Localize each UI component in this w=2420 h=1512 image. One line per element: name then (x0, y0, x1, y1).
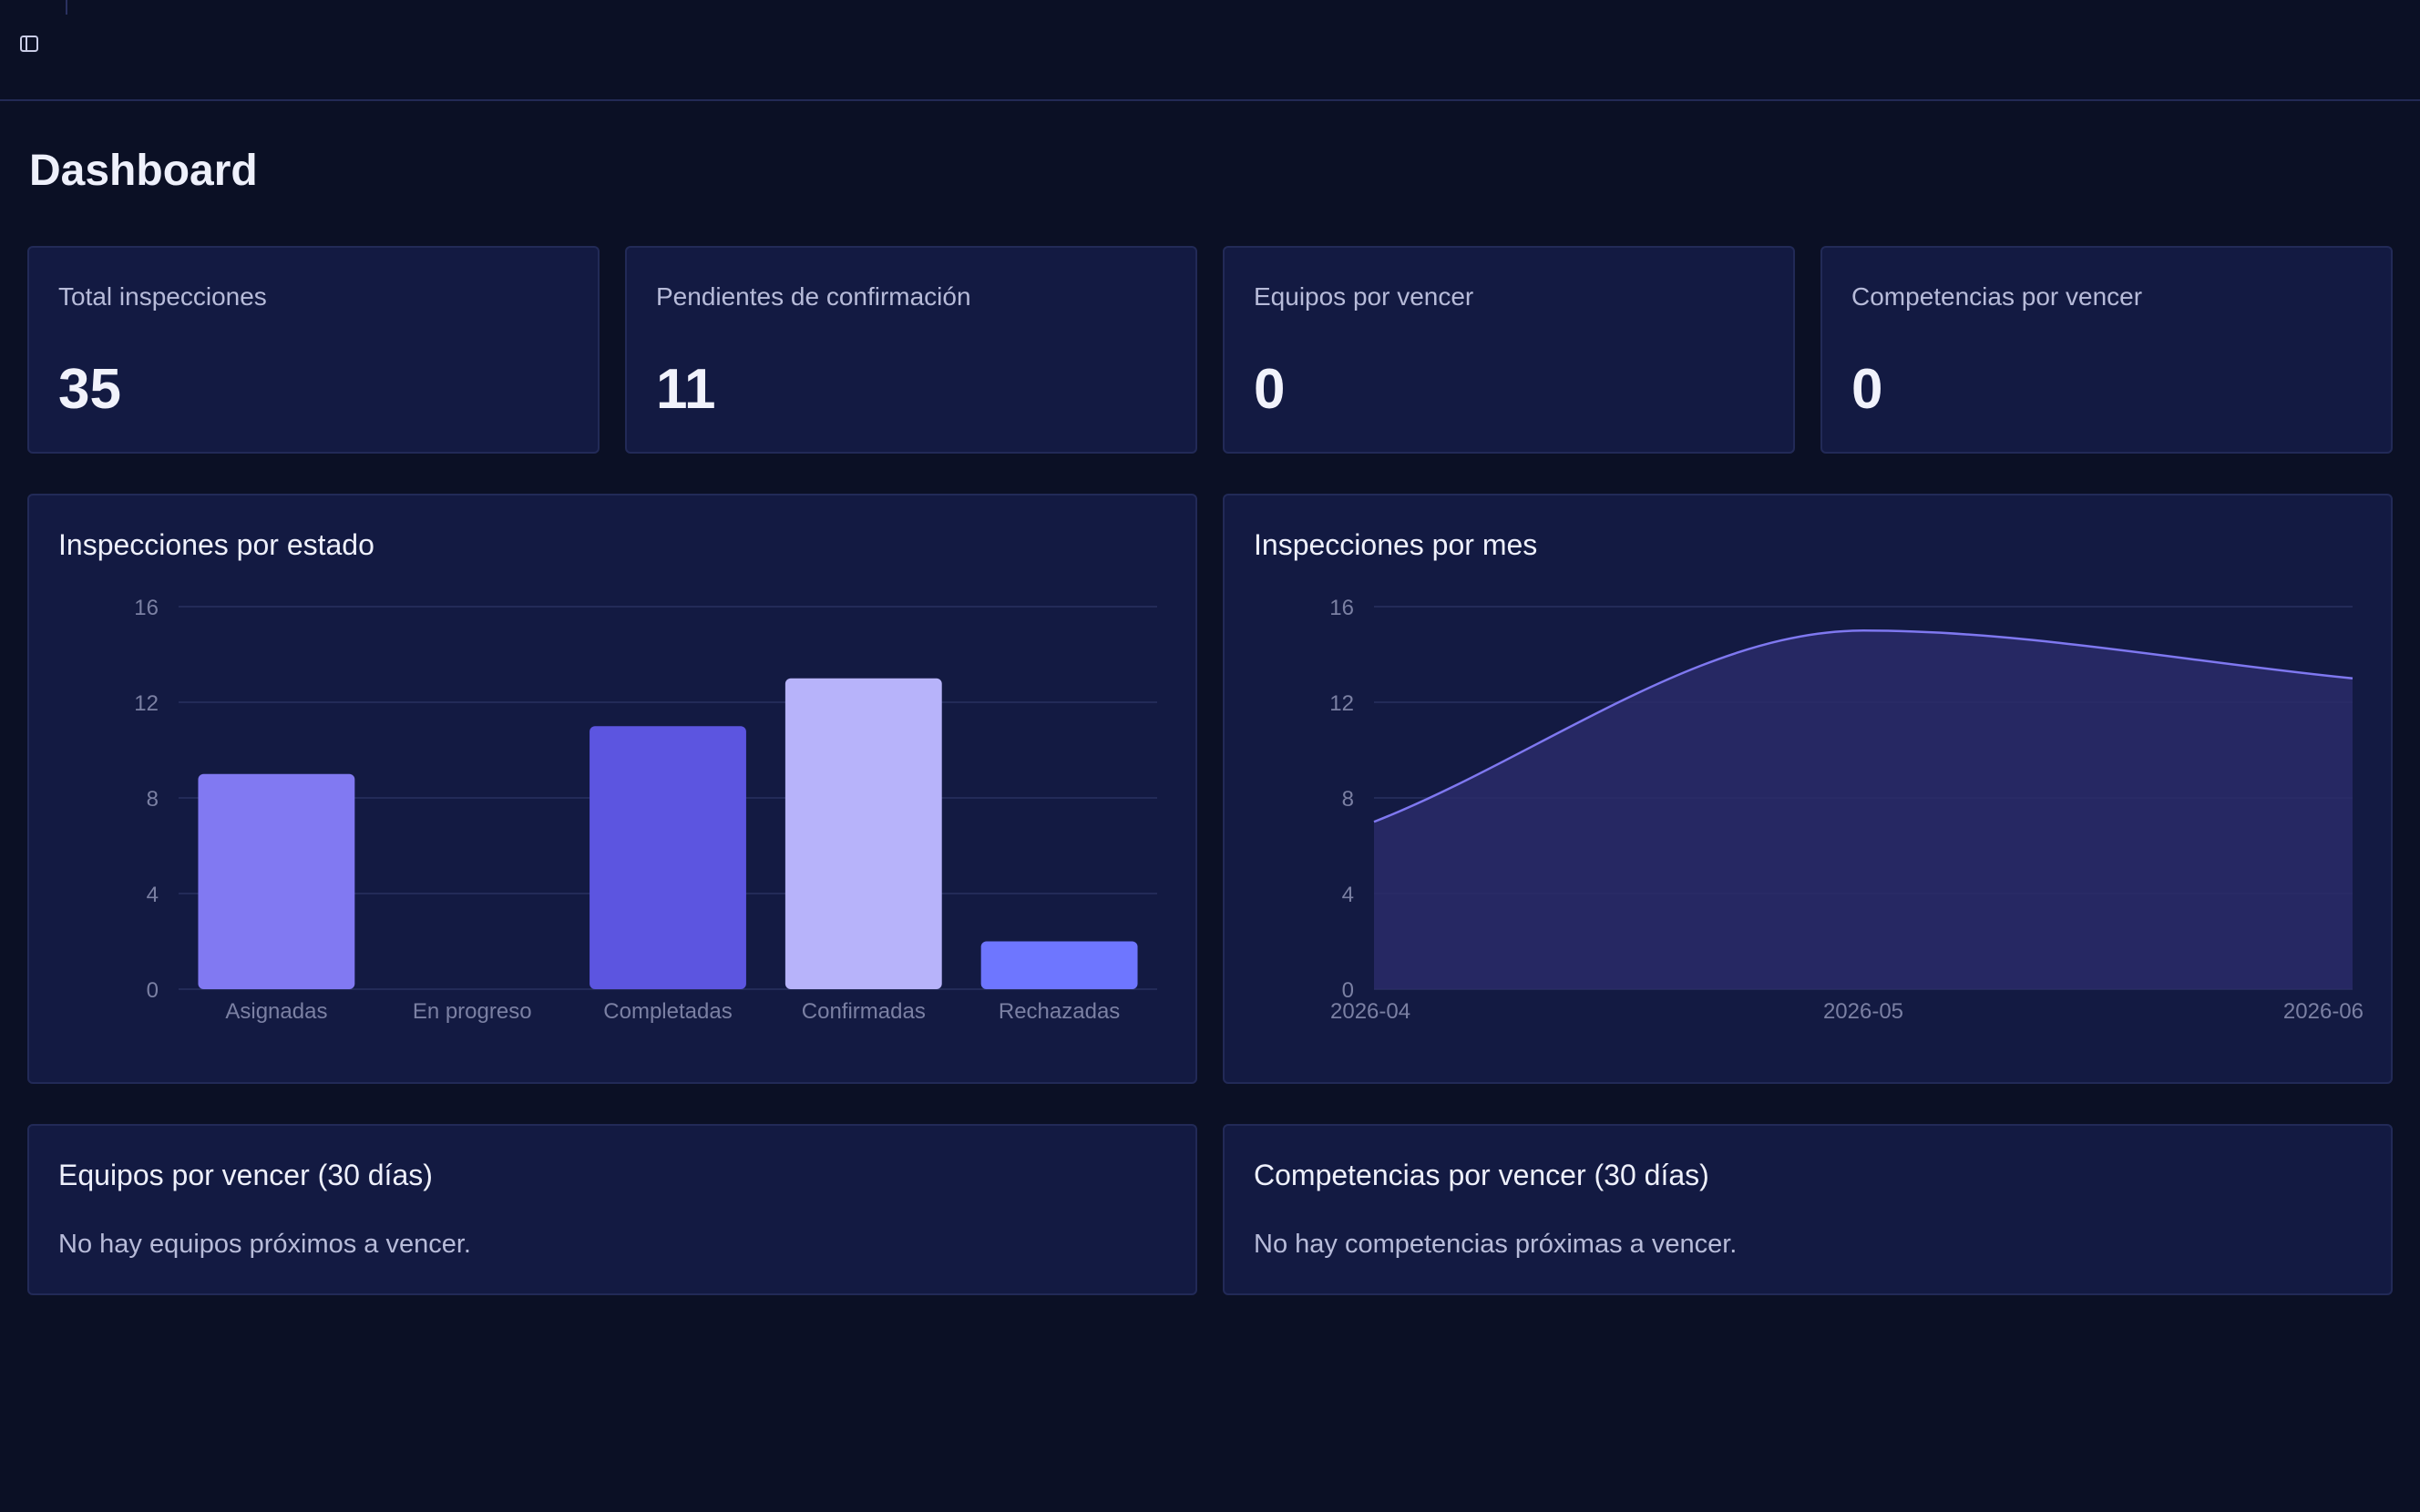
y-tick-label: 0 (147, 978, 159, 1003)
competencias-por-vencer-card: Competencias por vencer (30 días) No hay… (1223, 1124, 2393, 1295)
chart-card-por-mes: Inspecciones por mes 0 4 8 12 16 2026-04 2026-… (1223, 494, 2393, 1084)
x-tick-label: En progreso (413, 999, 532, 1024)
equipos-por-vencer-card: Equipos por vencer (30 días) No hay equi… (27, 1124, 1197, 1295)
stat-label: Equipos por vencer (1254, 282, 1474, 311)
y-tick-label: 8 (147, 787, 159, 812)
competencias-empty-message: No hay competencias próximas a vencer. (1254, 1230, 1738, 1259)
x-tick-label: Asignadas (225, 999, 327, 1024)
y-tick-label: 0 (1342, 978, 1354, 1003)
bar-chart: 0 4 8 12 16 Asignadas En progreso Completadas Co… (134, 596, 1157, 1024)
chart-title: Inspecciones por mes (1254, 528, 1538, 561)
stat-value: 35 (58, 358, 121, 421)
series-line (1373, 628, 2353, 823)
y-tick-label: 4 (147, 883, 159, 907)
stat-value: 0 (1254, 358, 1286, 421)
x-tick-label: Confirmadas (802, 999, 926, 1024)
bar-completadas (590, 726, 746, 989)
y-tick-label: 4 (1342, 883, 1354, 907)
x-tick-label: 2026-05 (1823, 999, 1903, 1024)
stat-card-competencias-por-vencer: Competencias por vencer 0 (1820, 246, 2393, 454)
sidebar-panel-icon (20, 36, 38, 52)
y-tick-label: 16 (1329, 596, 1354, 620)
stat-label: Pendientes de confirmación (656, 282, 971, 311)
top-bar (0, 0, 2420, 101)
equipos-title: Equipos por vencer (30 días) (58, 1159, 433, 1191)
x-tick-label: Completadas (603, 999, 732, 1024)
y-tick-label: 12 (134, 691, 159, 716)
topbar-divider (66, 0, 67, 15)
stat-card-pendientes: Pendientes de confirmación 11 (625, 246, 1197, 454)
area-fill (1374, 630, 2353, 989)
x-tick-label: Rechazadas (999, 999, 1120, 1024)
bar-rechazadas (980, 941, 1138, 989)
equipos-empty-message: No hay equipos próximos a vencer. (58, 1230, 471, 1259)
competencias-title: Competencias por vencer (30 días) (1254, 1159, 1709, 1191)
y-tick-label: 12 (1329, 691, 1354, 716)
stat-label: Total inspecciones (58, 282, 267, 311)
stat-value: 0 (1851, 358, 1883, 421)
chart-card-por-estado: Inspecciones por estado 0 4 8 12 16 Asignadas… (27, 494, 1197, 1084)
x-tick-label: 2026-04 (1330, 999, 1410, 1024)
stat-card-total-inspecciones: Total inspecciones 35 (27, 246, 600, 454)
bar-confirmadas (784, 678, 942, 989)
y-tick-label: 16 (134, 596, 159, 620)
stat-label: Competencias por vencer (1851, 282, 2143, 311)
stat-value: 11 (656, 358, 716, 421)
chart-title: Inspecciones por estado (58, 528, 374, 561)
stat-card-equipos-por-vencer: Equipos por vencer 0 (1223, 246, 1795, 454)
y-tick-label: 8 (1342, 787, 1354, 812)
sidebar-toggle-button[interactable] (16, 31, 42, 56)
x-tick-label: 2026-06 (2283, 999, 2364, 1024)
bar-asignadas (198, 773, 355, 989)
page-title: Dashboard (29, 147, 258, 195)
area-chart: 0 4 8 12 16 2026-04 2026-05 2026-06 (1329, 596, 2364, 1024)
